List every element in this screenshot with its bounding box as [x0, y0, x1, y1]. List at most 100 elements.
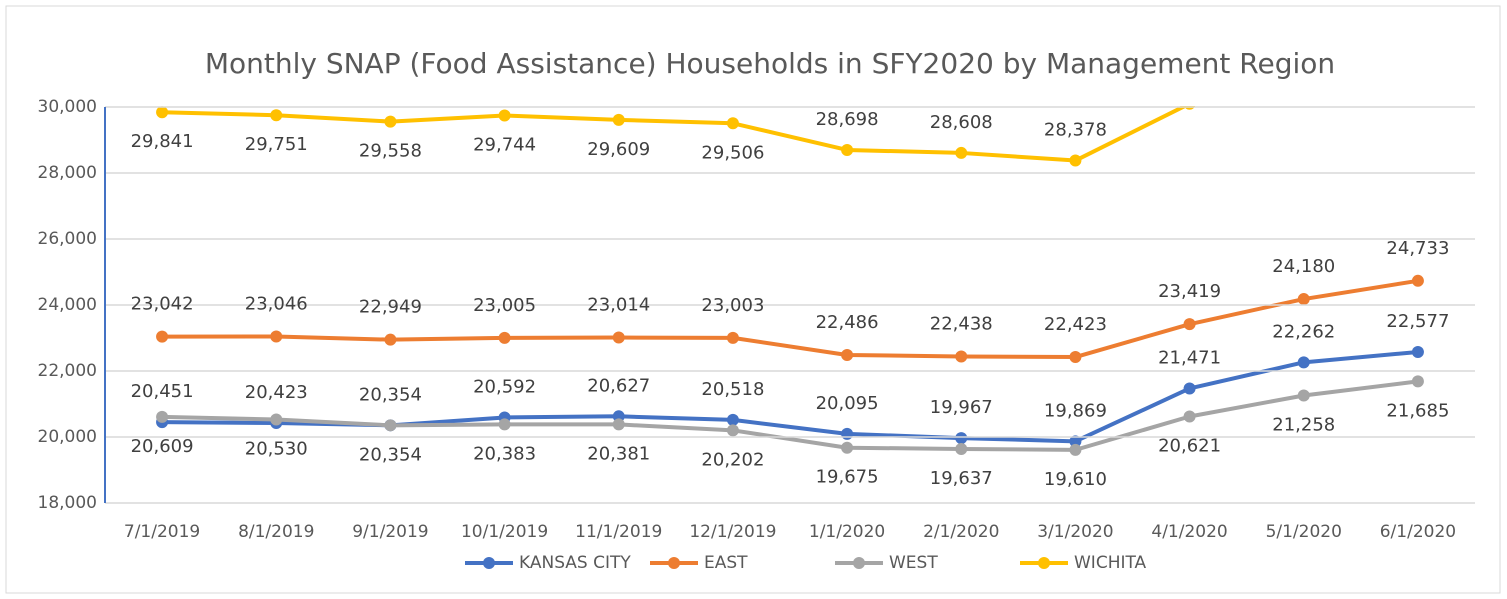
- legend-marker: [853, 557, 865, 569]
- legend-label: EAST: [704, 553, 748, 573]
- data-point: [726, 331, 739, 344]
- data-label: 20,354: [359, 444, 422, 465]
- data-point: [612, 418, 625, 431]
- data-label: 19,637: [930, 468, 993, 489]
- data-label: 29,744: [473, 134, 536, 155]
- data-label: 29,751: [245, 134, 308, 155]
- data-point: [612, 331, 625, 344]
- data-point: [1069, 154, 1082, 167]
- data-label: 28,608: [930, 112, 993, 133]
- data-point: [498, 331, 511, 344]
- data-label: 21,258: [1272, 414, 1335, 435]
- data-point: [1069, 435, 1082, 448]
- y-tick-label: 18,000: [38, 493, 97, 513]
- data-label: 20,518: [701, 379, 764, 400]
- data-label: 24,180: [1272, 256, 1335, 277]
- data-label: 19,967: [930, 397, 993, 418]
- legend-label: KANSAS CITY: [519, 553, 631, 573]
- data-point: [1411, 375, 1424, 388]
- data-point: [955, 442, 968, 455]
- data-label: 20,627: [587, 375, 650, 396]
- data-label: 23,003: [701, 295, 764, 316]
- x-tick-label: 11/1/2019: [575, 522, 662, 542]
- y-tick-label: 28,000: [38, 163, 97, 183]
- y-tick-label: 26,000: [38, 229, 97, 249]
- data-point: [1297, 293, 1310, 306]
- series-line: [162, 379, 1419, 452]
- data-point: [841, 441, 854, 454]
- legend-marker: [483, 557, 495, 569]
- data-label: 24,733: [1386, 238, 1449, 259]
- data-point: [955, 432, 968, 445]
- series-line: [162, 106, 1190, 163]
- data-label: 20,381: [587, 443, 650, 464]
- data-point: [726, 117, 739, 130]
- data-point: [841, 427, 854, 440]
- data-label: 20,202: [701, 449, 764, 470]
- legend-marker: [1038, 557, 1050, 569]
- legend-label: WEST: [889, 553, 938, 573]
- y-tick-label: 20,000: [38, 427, 97, 447]
- data-label: 22,423: [1044, 314, 1107, 335]
- legend-marker: [668, 557, 680, 569]
- data-label: 23,419: [1158, 281, 1221, 302]
- data-label: 19,675: [816, 467, 879, 488]
- data-label: 20,451: [131, 381, 194, 402]
- data-label: 20,530: [245, 439, 308, 460]
- data-point: [1297, 389, 1310, 402]
- data-point: [156, 330, 169, 343]
- data-label: 19,869: [1044, 400, 1107, 421]
- data-point: [726, 424, 739, 437]
- data-point: [498, 418, 511, 431]
- x-tick-label: 12/1/2019: [689, 522, 776, 542]
- data-label: 29,841: [131, 131, 194, 152]
- plot-area: [156, 106, 1424, 456]
- x-tick-label: 4/1/2020: [1151, 522, 1227, 542]
- data-point: [384, 115, 397, 128]
- x-tick-label: 8/1/2019: [238, 522, 314, 542]
- data-label: 19,610: [1044, 469, 1107, 490]
- data-label: 23,014: [587, 295, 650, 316]
- data-point: [498, 109, 511, 122]
- data-point: [384, 333, 397, 346]
- data-label: 23,042: [131, 294, 194, 315]
- data-point: [156, 106, 169, 119]
- y-tick-label: 22,000: [38, 361, 97, 381]
- data-point: [612, 113, 625, 126]
- x-tick-label: 10/1/2019: [461, 522, 548, 542]
- data-label: 22,577: [1386, 311, 1449, 332]
- data-point: [726, 413, 739, 426]
- data-label: 29,609: [587, 139, 650, 160]
- y-tick-label: 24,000: [38, 295, 97, 315]
- data-label: 20,592: [473, 376, 536, 397]
- chart-frame: [5, 5, 1501, 594]
- data-label: 23,005: [473, 295, 536, 316]
- data-label: 20,609: [131, 436, 194, 457]
- data-point: [270, 413, 283, 426]
- data-point: [1183, 382, 1196, 395]
- data-point: [270, 330, 283, 343]
- data-point: [1411, 345, 1424, 358]
- data-point: [841, 143, 854, 156]
- data-point: [1069, 443, 1082, 456]
- series-line: [162, 278, 1419, 360]
- data-label: 21,471: [1158, 347, 1221, 368]
- x-tick-label: 7/1/2019: [124, 522, 200, 542]
- data-point: [1411, 274, 1424, 287]
- chart-title: Monthly SNAP (Food Assistance) Household…: [205, 47, 1335, 80]
- data-point: [384, 419, 397, 432]
- x-tick-label: 9/1/2019: [352, 522, 428, 542]
- data-label: 28,698: [816, 109, 879, 130]
- data-point: [1183, 318, 1196, 331]
- data-point: [955, 350, 968, 363]
- data-label: 22,438: [930, 314, 993, 335]
- data-label: 20,354: [359, 384, 422, 405]
- x-tick-label: 1/1/2020: [809, 522, 885, 542]
- x-tick-label: 6/1/2020: [1380, 522, 1456, 542]
- data-point: [1183, 410, 1196, 423]
- legend-label: WICHITA: [1074, 553, 1147, 573]
- data-label: 28,378: [1044, 120, 1107, 141]
- data-point: [955, 146, 968, 159]
- x-tick-label: 3/1/2020: [1037, 522, 1113, 542]
